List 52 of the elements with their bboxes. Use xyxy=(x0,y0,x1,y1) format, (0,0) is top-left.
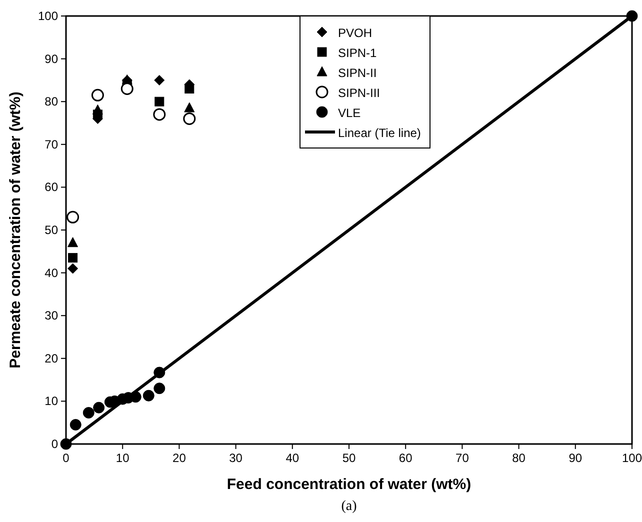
legend-label: SIPN-1 xyxy=(338,46,378,60)
x-tick-label: 50 xyxy=(342,451,356,465)
legend-label: SIPN-III xyxy=(338,86,380,100)
y-tick-label: 10 xyxy=(44,394,58,408)
point xyxy=(184,102,195,112)
point xyxy=(91,88,104,102)
y-tick-label: 20 xyxy=(44,351,58,366)
x-tick-label: 90 xyxy=(568,451,582,465)
point xyxy=(70,418,82,430)
y-tick-label: 100 xyxy=(38,9,58,23)
point xyxy=(626,10,638,22)
y-tick-label: 60 xyxy=(44,180,58,194)
point xyxy=(154,366,166,378)
x-tick-label: 100 xyxy=(622,451,642,465)
text: (a) xyxy=(341,499,358,514)
legend-label: PVOH xyxy=(338,26,372,40)
y-tick-label: 90 xyxy=(44,52,58,66)
x-tick-label: 0 xyxy=(62,451,70,465)
x-tick-label: 20 xyxy=(172,451,186,465)
x-axis-title: Feed concentration of water (wt%) xyxy=(226,476,472,493)
legend-label: VLE xyxy=(338,106,361,120)
x-tick-label: 10 xyxy=(116,451,130,465)
point xyxy=(154,382,166,394)
point xyxy=(120,82,134,96)
x-tick-label: 80 xyxy=(512,451,526,465)
point xyxy=(82,407,94,419)
point xyxy=(154,96,164,106)
y-tick-label: 50 xyxy=(44,223,58,237)
y-tick-label: 70 xyxy=(44,137,58,152)
point xyxy=(184,84,194,94)
point xyxy=(93,402,105,414)
point xyxy=(183,112,196,125)
legend-label: Linear (Tie line) xyxy=(338,126,421,140)
y-tick-label: 80 xyxy=(44,94,58,109)
point xyxy=(153,108,166,121)
x-tick-label: 60 xyxy=(398,451,413,465)
point xyxy=(68,237,78,248)
y-tick-label: 30 xyxy=(44,308,58,323)
point xyxy=(66,210,80,224)
point xyxy=(68,253,78,263)
legend-label: SIPN-II xyxy=(338,66,377,80)
y-axis-title: Permeate concentration of water (wt%) xyxy=(7,92,24,368)
point xyxy=(68,263,78,274)
point xyxy=(92,104,103,114)
y-tick-label: 40 xyxy=(44,266,58,280)
point xyxy=(60,438,72,450)
x-tick-label: 30 xyxy=(229,451,243,465)
y-tick-label: 0 xyxy=(51,437,58,451)
x-tick-label: 40 xyxy=(286,451,300,465)
point xyxy=(154,74,165,86)
x-tick-label: 70 xyxy=(456,451,470,465)
point xyxy=(142,390,154,402)
